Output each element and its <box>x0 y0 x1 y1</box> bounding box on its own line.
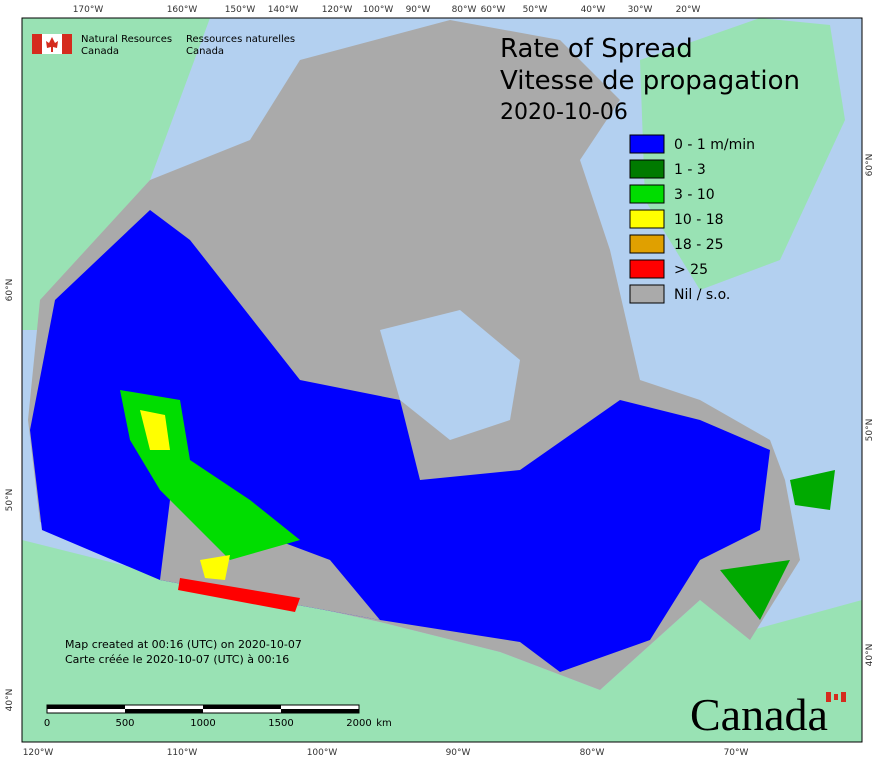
legend-swatch <box>629 159 665 179</box>
legend-swatch <box>629 284 665 304</box>
flag-bar <box>841 692 846 702</box>
scale-label: km <box>376 718 392 729</box>
legend-swatch <box>629 184 665 204</box>
longitude-label: 150°W <box>225 5 256 15</box>
org-en: Canada <box>81 46 119 57</box>
canada-wordmark: Canada <box>690 689 828 740</box>
org-fr: Ressources naturelles <box>186 34 295 45</box>
scale-label: 1500 <box>268 718 293 729</box>
longitude-label: 140°W <box>268 5 299 15</box>
longitude-label: 50°W <box>523 5 548 15</box>
longitude-label: 100°W <box>363 5 394 15</box>
credit: Map created at 00:16 (UTC) on 2020-10-07 <box>65 638 302 651</box>
longitude-label: 30°W <box>628 5 653 15</box>
longitude-label: 80°W <box>580 748 605 758</box>
longitude-label: 80°W <box>452 5 477 15</box>
legend-label: > 25 <box>674 262 708 278</box>
credit: Carte créée le 2020-10-07 (UTC) à 00:16 <box>65 653 289 666</box>
maritimes-fire <box>720 560 790 620</box>
flag-bar <box>32 34 42 54</box>
org-fr: Canada <box>186 46 224 57</box>
legend-label: 0 - 1 m/min <box>674 137 755 153</box>
latitude-label: 50°N <box>865 419 875 442</box>
longitude-label: 90°W <box>406 5 431 15</box>
hudson-bay <box>380 310 520 440</box>
legend-swatch <box>629 234 665 254</box>
latitude-label: 60°N <box>5 279 15 302</box>
flag-bar <box>826 692 831 702</box>
legend-swatch <box>629 259 665 279</box>
scale-bar <box>46 704 360 714</box>
latitude-label: 40°N <box>5 689 15 712</box>
legend-label: Nil / s.o. <box>674 287 730 303</box>
longitude-label: 40°W <box>581 5 606 15</box>
org-en: Natural Resources <box>81 34 172 45</box>
longitude-label: 100°W <box>307 748 338 758</box>
longitude-label: 110°W <box>167 748 198 758</box>
fire-area-high <box>140 410 170 450</box>
scale-segment <box>47 705 125 709</box>
scale-label: 0 <box>44 718 50 729</box>
longitude-label: 20°W <box>676 5 701 15</box>
scale-label: 2000 <box>346 718 371 729</box>
wordmark: Canada <box>690 689 846 740</box>
legend-label: 18 - 25 <box>674 237 724 253</box>
longitude-label: 120°W <box>322 5 353 15</box>
legend-label: 1 - 3 <box>674 162 706 178</box>
greenland <box>640 18 845 290</box>
maple-leaf <box>46 37 58 52</box>
scale-label: 500 <box>115 718 134 729</box>
nrcan-logo: Natural Resources Canada Ressources natu… <box>32 34 295 57</box>
fire-area-high <box>200 555 230 580</box>
longitude-label: 60°W <box>481 5 506 15</box>
longitude-label: 120°W <box>23 748 54 758</box>
legend-label: 10 - 18 <box>674 212 724 228</box>
alaska <box>22 18 210 330</box>
longitude-label: 160°W <box>167 5 198 15</box>
legend-swatch <box>629 134 665 154</box>
scale-segment <box>281 709 359 713</box>
longitude-label: 70°W <box>724 748 749 758</box>
latitude-label: 40°N <box>865 644 875 667</box>
flag-bar <box>62 34 72 54</box>
latitude-label: 50°N <box>5 489 15 512</box>
scale-segment <box>125 709 203 713</box>
legend-swatch <box>629 209 665 229</box>
frame <box>21 17 863 743</box>
date: 2020-10-06 <box>500 100 628 125</box>
fire-area-extreme <box>178 578 300 612</box>
title: Vitesse de propagation <box>500 66 800 96</box>
scale-segment <box>203 705 281 709</box>
longitude-label: 90°W <box>446 748 471 758</box>
title: Rate of Spread <box>500 34 693 64</box>
latitude-label: 60°N <box>865 154 875 177</box>
legend-label: 3 - 10 <box>674 187 715 203</box>
longitude-label: 170°W <box>73 5 104 15</box>
scale-label: 1000 <box>190 718 215 729</box>
newfoundland-fire <box>790 470 835 510</box>
maple-leaf <box>834 694 838 700</box>
